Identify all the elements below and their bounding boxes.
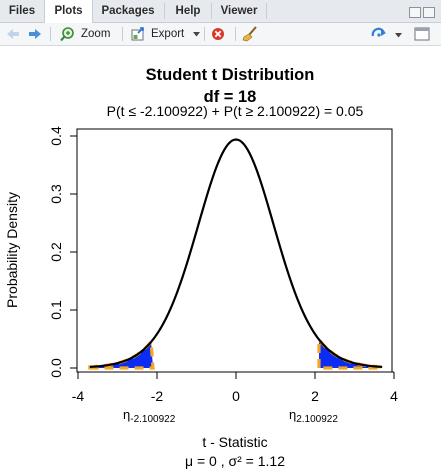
x-tick-label: -2 [151, 388, 164, 404]
critical-value-label: η2.100922 [289, 407, 338, 425]
plot-canvas: Student t Distribution df = 18 P(t ≤ -2.… [4, 66, 398, 469]
chevron-down-icon[interactable] [193, 32, 200, 37]
x-tick-label: 2 [311, 388, 319, 404]
zoom-icon [60, 27, 74, 42]
plots-toolbar: Zoom Export [0, 23, 441, 46]
distribution-parameters: μ = 0 , σ² = 1.12 [185, 453, 285, 469]
tab-viewer[interactable]: Viewer [220, 5, 258, 17]
chart-title: Student t Distribution [146, 66, 315, 84]
y-tick-label: 0.1 [48, 300, 64, 320]
y-axis-label: Probability Density [4, 192, 20, 308]
left-tail-area [89, 341, 154, 368]
x-tick-label: -4 [72, 388, 85, 404]
pane-layout-icon[interactable] [414, 27, 430, 41]
maximize-pane-button[interactable] [423, 7, 435, 18]
window-controls [407, 5, 435, 23]
tab-packages[interactable]: Packages [101, 5, 155, 17]
refresh-menu-chevron-icon[interactable] [395, 33, 402, 38]
x-axis-label: t - Statistic [202, 434, 267, 450]
tab-help[interactable]: Help [175, 5, 201, 17]
remove-plot-icon[interactable] [211, 27, 225, 41]
x-tick-label: 4 [390, 388, 398, 404]
back-arrow-icon[interactable] [6, 28, 20, 40]
density-curve [89, 138, 383, 369]
y-tick-label: 0.0 [48, 358, 64, 378]
broom-clear-icon[interactable] [242, 26, 258, 42]
x-tick-label: 0 [232, 388, 240, 404]
export-button[interactable]: Export [151, 28, 185, 40]
export-icon [131, 27, 144, 41]
forward-arrow-icon[interactable] [28, 28, 42, 40]
y-tick-label: 0.4 [48, 126, 64, 146]
chart-subtitle: df = 18 [204, 88, 257, 106]
y-tick-label: 0.2 [48, 242, 64, 262]
critical-value-label: η-2.100922 [123, 407, 176, 425]
zoom-button[interactable]: Zoom [81, 28, 111, 40]
right-tail-area [318, 339, 383, 368]
y-tick-label: 0.3 [48, 184, 64, 204]
minimize-pane-button[interactable] [409, 7, 421, 18]
y-axis: 0.0 0.1 0.2 0.3 0.4 [48, 126, 78, 378]
tab-files[interactable]: Files [8, 5, 36, 17]
tail-areas [88, 335, 388, 370]
refresh-icon[interactable] [370, 27, 388, 41]
x-axis: -4 -2 0 2 4 [72, 371, 398, 404]
tab-plots[interactable]: Plots [44, 0, 93, 23]
tail-probability-annotation: P(t ≤ -2.100922) + P(t ≥ 2.100922) = 0.0… [107, 103, 364, 119]
critical-value-labels: η-2.100922 η2.100922 [123, 407, 338, 425]
pane-tab-bar: Files Plots Packages Help Viewer [0, 0, 441, 23]
plot-frame [76, 128, 393, 373]
